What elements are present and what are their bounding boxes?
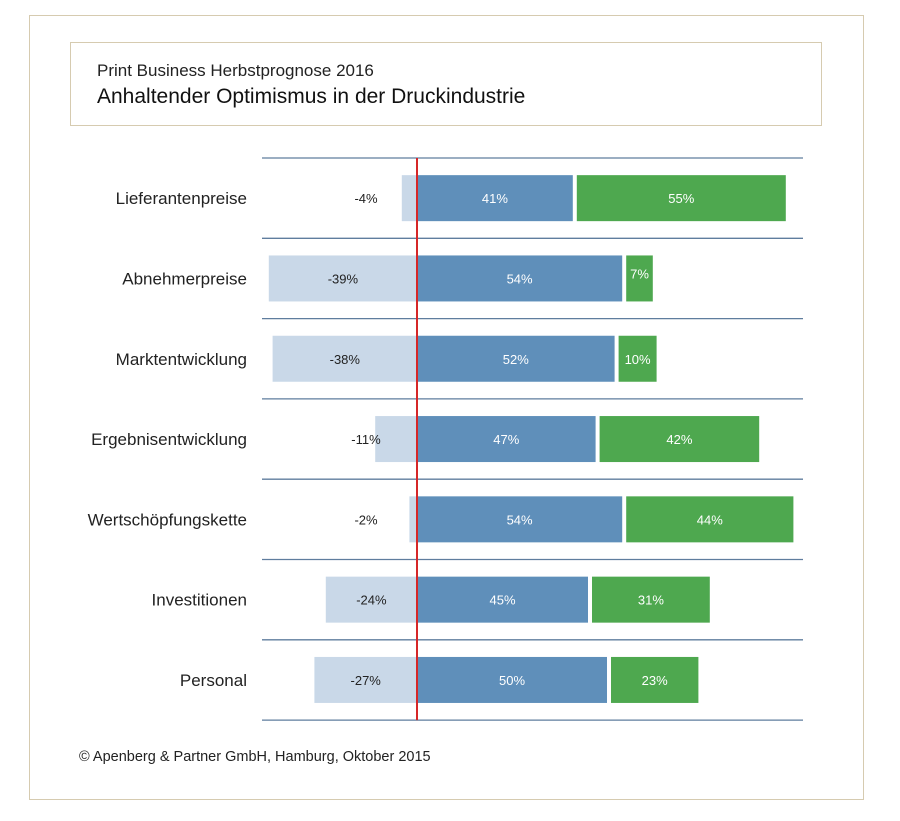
bar-positive [611,656,699,703]
category-label: Investitionen [152,591,247,610]
data-label-negative: -38% [330,352,361,367]
bar-positive [592,576,710,623]
category-label: Lieferantenpreise [116,189,247,208]
chart-frame [29,15,864,800]
data-label-positive: 10% [625,352,651,367]
bar-negative [272,335,417,382]
data-label-negative: -24% [356,593,387,608]
bar-positive [618,335,657,382]
chart-title: Anhaltender Optimismus in der Druckindus… [97,85,526,108]
category-label: Ergebnisentwicklung [91,430,247,449]
data-label-positive: 55% [668,191,694,206]
category-label: Abnehmerpreise [122,269,247,288]
copyright-footer: © Apenberg & Partner GmbH, Hamburg, Okto… [79,749,431,765]
data-label-negative: -39% [328,271,359,286]
bar-negative [401,175,417,222]
data-label-neutral: 47% [493,432,519,447]
bar-positive [599,416,760,463]
category-label: Marktentwicklung [116,350,247,369]
data-label-neutral: 54% [507,271,533,286]
data-label-positive: 42% [666,432,692,447]
bar-negative [314,656,417,703]
bar-negative [325,576,417,623]
data-label-neutral: 52% [503,352,529,367]
bar-neutral [417,335,615,382]
bar-neutral [417,416,596,463]
data-label-positive: 7% [630,266,649,281]
bar-neutral [417,656,607,703]
category-label: Wertschöpfungskette [88,510,247,529]
data-label-negative: -27% [351,673,382,688]
data-label-positive: 31% [638,593,664,608]
data-label-negative: -4% [354,191,378,206]
data-label-neutral: 45% [489,593,515,608]
data-label-positive: 44% [697,512,723,527]
category-label: Personal [180,671,247,690]
data-label-neutral: 50% [499,673,525,688]
title-box: Print Business Herbstprognose 2016 Anhal… [70,42,822,126]
data-label-neutral: 54% [507,512,533,527]
bar-neutral [417,576,588,623]
chart-subtitle: Print Business Herbstprognose 2016 [97,61,374,80]
data-label-neutral: 41% [482,191,508,206]
data-label-negative: -11% [351,432,381,447]
data-label-negative: -2% [354,512,378,527]
bar-positive [626,255,653,302]
bar-negative [375,416,417,463]
bar-positive [626,496,794,543]
bar-neutral [417,255,623,302]
data-label-positive: 23% [642,673,668,688]
bar-neutral [417,496,623,543]
bar-neutral [417,175,573,222]
bar-negative [409,496,417,543]
bar-negative [268,255,417,302]
bar-positive [576,175,786,222]
